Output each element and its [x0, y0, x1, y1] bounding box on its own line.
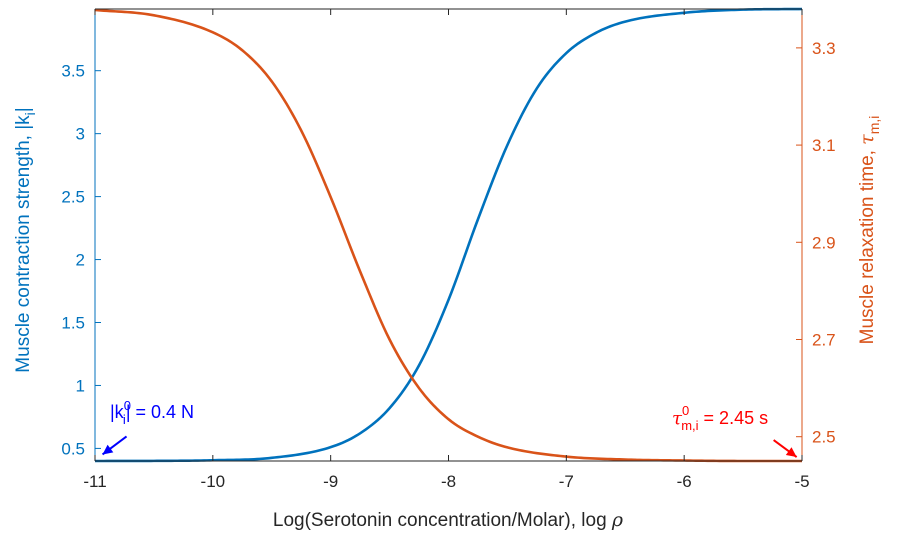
y-axis-left-title-sub: i — [22, 112, 38, 115]
annotation-tau0-sup: 0 — [682, 403, 689, 418]
y-tick-label-left: 1 — [76, 376, 85, 395]
arrow-head — [102, 444, 114, 455]
y-axis-right-title-symbol: τ — [856, 134, 878, 145]
y-tick-label-right: 2.7 — [812, 330, 836, 349]
x-axis-title-text: Log(Serotonin concentration/Molar), log — [273, 510, 612, 531]
y-axis-right-title-sub: m,i — [866, 116, 882, 135]
x-tick-label: -5 — [794, 472, 809, 491]
annotation-tau0-sub: m,i — [681, 418, 698, 433]
annotation-tau0-arrow — [773, 439, 798, 458]
annotation-k0-tail: | = 0.4 N — [126, 402, 194, 422]
x-tick-label: -7 — [559, 472, 574, 491]
y-tick-label-right: 2.5 — [812, 428, 836, 447]
x-tick-label: -11 — [83, 472, 106, 491]
y-axis-left-title-suffix: | — [13, 107, 34, 112]
x-axis-title-symbol: ρ — [611, 509, 624, 531]
annotations-layer: |k0 i| = 0.4 N τ0 m,i = 2.45 s — [101, 398, 798, 458]
x-tick-label: -8 — [441, 472, 456, 491]
plot-area — [95, 9, 802, 461]
annotation-tau0: τ0 m,i = 2.45 s — [672, 403, 768, 433]
y-tick-label-left: 0.5 — [61, 439, 85, 458]
y-tick-label-right: 2.9 — [812, 233, 836, 252]
y-axis-left-title: Muscle contraction strength, |ki| — [13, 107, 38, 372]
x-tick-label: -6 — [677, 472, 692, 491]
axis-titles-layer: Log(Serotonin concentration/Molar), log … — [13, 107, 882, 531]
annotation-k0-base: |k — [110, 402, 125, 422]
y-tick-label-left: 3 — [76, 125, 85, 144]
x-tick-label: -9 — [323, 472, 338, 491]
y-axis-right-title: Muscle relaxation time, τm,i — [856, 116, 882, 345]
annotation-k0-sup: 0 — [124, 398, 131, 413]
y-tick-label-left: 2 — [76, 251, 85, 270]
annotation-tau0-base: τ — [672, 408, 683, 429]
y-axis-left-title-text: Muscle contraction strength, |k — [13, 115, 34, 373]
annotation-tau0-tail: = 2.45 s — [699, 408, 769, 428]
y-tick-label-right: 3.3 — [812, 39, 836, 58]
y-tick-label-left: 2.5 — [61, 188, 85, 207]
y-axis-right-title-text: Muscle relaxation time, — [857, 145, 878, 345]
x-tick-label: -10 — [201, 472, 226, 491]
annotation-k0-arrow — [101, 435, 128, 456]
x-axis-title: Log(Serotonin concentration/Molar), log … — [273, 509, 624, 531]
ticks-layer: -11 -10 -9 -8 -7 -6 -5 0.5 1 1.5 2 2.5 3 3.5 2.5 2.7 2.9… — [61, 9, 836, 491]
annotation-k0: |k0 i| = 0.4 N — [110, 398, 194, 427]
plot-background — [95, 9, 802, 461]
y-tick-label-left: 1.5 — [61, 314, 85, 333]
annotation-k0-sub: i — [123, 412, 126, 427]
arrow-head — [785, 447, 797, 458]
y-tick-label-left: 3.5 — [61, 62, 85, 81]
y-tick-label-right: 3.1 — [812, 136, 836, 155]
